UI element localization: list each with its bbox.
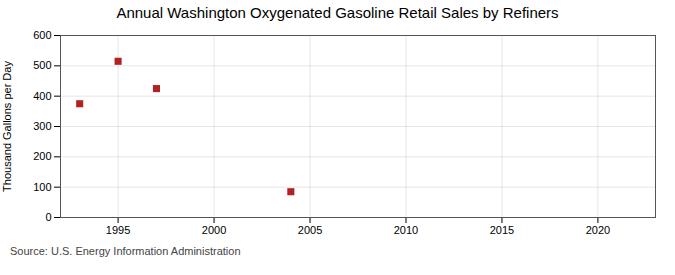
svg-text:300: 300 [33,120,51,132]
svg-text:2020: 2020 [586,224,610,236]
svg-text:0: 0 [45,211,51,223]
svg-text:2005: 2005 [298,224,322,236]
html-text:Annual Washington Oxygenated G: Annual Washington Oxygenated Gasoline Re… [116,4,559,21]
svg-text:500: 500 [33,59,51,71]
svg-text:200: 200 [33,150,51,162]
svg-text:2010: 2010 [394,224,418,236]
svg-text:2000: 2000 [202,224,226,236]
svg-text:1995: 1995 [106,224,130,236]
svg-text:100: 100 [33,181,51,193]
svg-text:Thousand Gallons per Day: Thousand Gallons per Day [1,61,13,192]
html-text:Source: U.S. Energy Informatio: Source: U.S. Energy Information Administ… [10,245,241,257]
svg-text:2015: 2015 [490,224,514,236]
svg-text:600: 600 [33,29,51,41]
svg-text:400: 400 [33,90,51,102]
